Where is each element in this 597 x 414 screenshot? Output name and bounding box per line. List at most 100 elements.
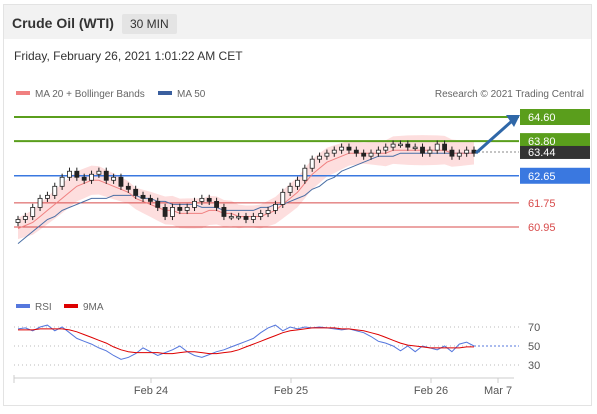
candle-body <box>74 170 80 178</box>
ma20-legend-label: MA 20 + Bollinger Bands <box>35 89 145 100</box>
chart-widget: Crude Oil (WTI) 30 MIN Friday, February … <box>3 4 592 406</box>
ma50-legend-swatch <box>158 91 172 95</box>
candle-body <box>177 207 183 211</box>
ma9-legend-label: 9MA <box>83 302 104 313</box>
rsi-tick-50: 50 <box>528 341 540 353</box>
candle-body <box>309 158 315 169</box>
level-label-63.80: 63.80 <box>528 136 556 148</box>
candle-body <box>368 152 374 157</box>
candle-body <box>302 167 308 181</box>
candle-body <box>420 146 425 154</box>
candle-body <box>37 197 43 208</box>
rsi-legend-label: RSI <box>35 302 52 313</box>
level-label-64.60: 64.60 <box>528 112 556 124</box>
candle-body <box>118 176 124 187</box>
candle-body <box>383 146 389 151</box>
candle-body <box>59 176 65 187</box>
time-label-mar-7: Mar 7 <box>484 385 512 397</box>
candle-body <box>30 207 36 217</box>
forecast-layer <box>475 115 520 155</box>
chart-canvas: MA 20 + Bollinger Bands MA 50 Research ©… <box>13 89 590 397</box>
candle-body <box>81 176 87 181</box>
candle-body <box>199 197 205 202</box>
candle-body <box>287 185 293 193</box>
candle-body <box>22 216 28 220</box>
credit-label: Research © 2021 Trading Central <box>435 89 584 100</box>
candle-body <box>89 173 94 181</box>
instrument-title: Crude Oil (WTI) <box>12 15 114 31</box>
candle-body <box>243 216 249 220</box>
candle-body <box>375 149 381 154</box>
candle-body <box>111 176 117 181</box>
candle-body <box>353 149 359 154</box>
candles-layer <box>15 140 477 227</box>
bollinger-band <box>18 135 474 240</box>
widget-header: Crude Oil (WTI) 30 MIN <box>4 5 591 39</box>
current-price-tag <box>520 145 590 159</box>
rsi-legend-swatch <box>16 304 30 308</box>
timeframe-badge[interactable]: 30 MIN <box>122 14 177 34</box>
candle-body <box>221 207 227 217</box>
candle-body <box>272 203 278 211</box>
datetime-stamp: Friday, February 26, 2021 1:01:22 AM CET <box>14 49 243 63</box>
level-lines-layer: 64.60 63.80 62.65 61.75 60.95 63.44 <box>14 109 590 234</box>
candle-body <box>228 216 234 219</box>
candle-body <box>449 149 455 157</box>
candle-body <box>206 197 212 202</box>
current-price-label: 63.44 <box>528 147 556 159</box>
forecast-arrow-shaft <box>475 119 513 155</box>
candle-body <box>147 197 153 202</box>
candle-body <box>442 143 448 151</box>
rsi-9ma-line <box>18 327 474 355</box>
candle-body <box>295 179 300 187</box>
candle-body <box>434 143 440 151</box>
candle-body <box>133 188 139 196</box>
candle-body <box>331 149 337 154</box>
candle-body <box>250 216 256 220</box>
candle-body <box>339 146 345 151</box>
candle-body <box>44 194 50 199</box>
forecast-arrow-head <box>506 115 520 127</box>
level-label-60.95: 60.95 <box>528 222 556 234</box>
candle-body <box>464 149 470 154</box>
ma20-legend-swatch <box>16 91 30 95</box>
ma50-legend-label: MA 50 <box>177 89 206 100</box>
candle-body <box>412 146 418 150</box>
candle-body <box>427 149 433 154</box>
candle-body <box>280 191 286 205</box>
candle-body <box>317 155 322 160</box>
candle-body <box>265 210 271 214</box>
candle-body <box>140 194 146 199</box>
rsi-panel-layer: 70 50 30 <box>14 322 540 372</box>
ma9-legend-swatch <box>64 304 78 308</box>
time-axis-labels: Feb 24 Feb 25 Feb 26 Mar 7 <box>134 378 512 397</box>
level-label-62.65: 62.65 <box>528 171 556 183</box>
candle-body <box>103 170 109 181</box>
rsi-tick-30: 30 <box>528 360 540 372</box>
candle-body <box>214 200 220 208</box>
candle-body <box>456 152 462 157</box>
candle-body <box>162 207 168 217</box>
ma50-line <box>17 152 474 244</box>
level-tag-63.80 <box>520 133 590 150</box>
candle-body <box>361 152 367 157</box>
candle-body <box>67 170 72 178</box>
time-label-feb-26: Feb 26 <box>414 385 448 397</box>
level-label-61.75: 61.75 <box>528 198 556 210</box>
candle-body <box>324 152 330 157</box>
bollinger-band-layer <box>18 135 474 240</box>
candle-body <box>15 219 21 223</box>
candle-body <box>125 185 131 190</box>
time-label-feb-24: Feb 24 <box>134 385 168 397</box>
level-tag-64.60 <box>520 109 590 125</box>
candle-body <box>192 200 197 208</box>
candle-body <box>258 213 264 217</box>
candle-body <box>96 170 102 175</box>
candle-body <box>52 185 58 196</box>
candle-body <box>184 207 190 211</box>
candle-body <box>236 216 242 219</box>
time-label-feb-25: Feb 25 <box>274 385 308 397</box>
candle-body <box>170 207 175 217</box>
level-tag-62.65 <box>520 167 590 184</box>
candle-body <box>155 200 161 208</box>
